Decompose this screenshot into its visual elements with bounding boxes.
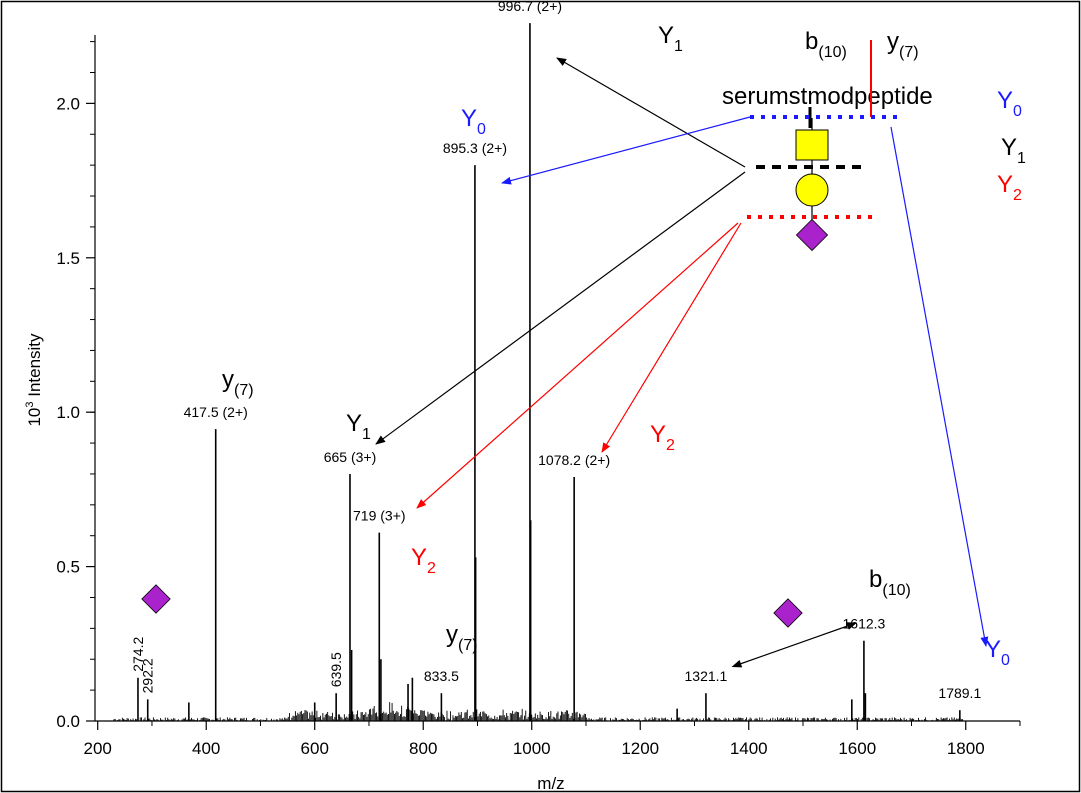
ion-label-Y1-665: Y1 — [346, 410, 371, 443]
arrow-Y2-to-1078 — [601, 222, 742, 453]
x-tick-label: 1600 — [838, 739, 876, 758]
y-axis-label: 103 Intensity — [24, 333, 44, 427]
peak-label: 274.2 — [130, 637, 146, 672]
peak-label: 719 (3+) — [353, 508, 406, 524]
y-tick-label: 2.0 — [56, 94, 80, 113]
x-tick-label: 200 — [84, 739, 112, 758]
peak-label: 665 (3+) — [324, 449, 377, 465]
x-tick-label: 1200 — [621, 739, 659, 758]
arrow-sialic-loss — [731, 622, 857, 668]
y-tick-label: 1.0 — [56, 403, 80, 422]
ion-label-y7-417: y(7) — [222, 366, 254, 399]
arrow-Y0-to-895 — [501, 116, 751, 185]
legend-Y2: Y2 — [997, 171, 1022, 204]
ion-labels: y(7) Y1 Y2 Y2 y(7) Y0 Y1 b(10) Y0 — [222, 22, 1010, 669]
spectrum-peaks — [113, 23, 966, 721]
ion-label-Y1-996: Y1 — [658, 22, 683, 55]
x-tick-label: 1400 — [730, 739, 768, 758]
x-tick-label: 1000 — [513, 739, 551, 758]
peak-label: 1789.1 — [938, 685, 981, 701]
neuac-diamond — [795, 218, 829, 252]
schematic-b10-label: b(10) — [805, 28, 847, 61]
ion-label-Y2-719: Y2 — [411, 544, 436, 577]
y-tick-label: 0.5 — [56, 558, 80, 577]
sialic-acid-diamond-right — [773, 598, 803, 628]
x-tick-label: 800 — [409, 739, 437, 758]
arrow-Y1-to-996 — [556, 57, 746, 168]
x-tick-label: 1800 — [947, 739, 985, 758]
ion-label-Y0-895: Y0 — [461, 105, 486, 138]
y-tick-label: 0.0 — [56, 712, 80, 731]
peak-label: 292.2 — [140, 658, 156, 693]
glycopeptide-schematic: serumstmodpeptide b(10) y(7) Y0 Y1 Y2 — [722, 28, 1026, 252]
peak-label: 1321.1 — [685, 668, 728, 684]
arrow-Y2-to-719 — [416, 222, 739, 509]
peak-label: 417.5 (2+) — [184, 404, 248, 420]
x-tick-label: 400 — [192, 739, 220, 758]
peak-label: 833.5 — [424, 668, 459, 684]
peak-label: 996.7 (2+) — [498, 0, 562, 14]
peptide-name: serumstmodpeptide — [722, 83, 933, 110]
sialic-acid-diamond-left — [141, 584, 171, 614]
peak-label: 895.3 (2+) — [443, 140, 507, 156]
y-tick-label: 1.5 — [56, 249, 80, 268]
legend-Y1: Y1 — [1001, 134, 1026, 167]
x-axis-label: m/z — [537, 774, 564, 793]
peak-label: 1612.3 — [843, 616, 886, 632]
peak-label: 1078.2 (2+) — [538, 452, 610, 468]
legend-Y0: Y0 — [997, 87, 1022, 120]
x-tick-label: 600 — [301, 739, 329, 758]
ion-label-b10-1612: b(10) — [869, 566, 911, 599]
ion-label-y7-833: y(7) — [446, 621, 478, 654]
hexose-circle — [795, 173, 829, 207]
arrow-Y1-to-665 — [375, 171, 746, 445]
axes: 200 400 600 800 1000 1200 1400 1600 1800 0.0 0.5 1.… — [56, 35, 1021, 758]
ion-label-Y0-1789: Y0 — [985, 636, 1010, 669]
hexnac-square — [795, 129, 829, 161]
fragment-arrows — [375, 57, 989, 668]
arrow-Y0-to-1789 — [890, 126, 989, 647]
peak-label: 639.5 — [328, 652, 344, 687]
schematic-y7-label: y(7) — [887, 28, 919, 61]
ion-label-Y2-1078: Y2 — [650, 421, 675, 454]
